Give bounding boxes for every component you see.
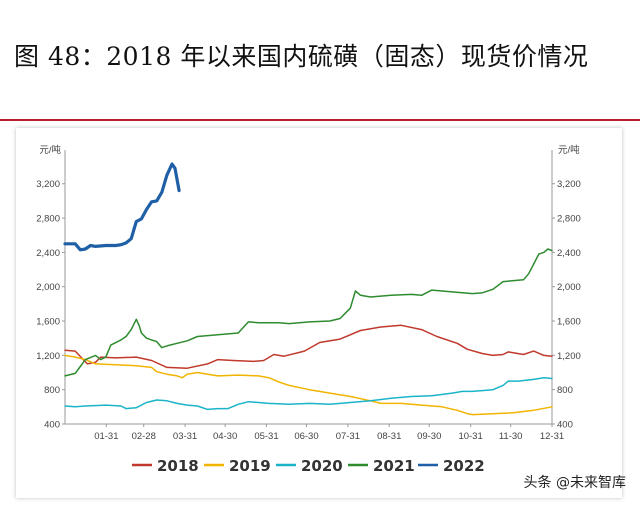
legend-label-2022: 2022 <box>443 457 485 475</box>
legend-label-2018: 2018 <box>157 457 199 475</box>
series-line-2021 <box>64 248 553 377</box>
x-tick-label: 10-31 <box>458 431 482 442</box>
y-tick-label-left: 2,400 <box>36 248 60 259</box>
y-tick-label-left: 2,000 <box>36 282 60 293</box>
y-tick-label-right: 1,600 <box>557 317 581 328</box>
y-tick-label-right: 1,200 <box>557 351 581 362</box>
x-tick-label: 07-31 <box>336 431 360 442</box>
title-divider <box>0 119 640 121</box>
x-tick-label: 11-30 <box>499 431 523 442</box>
y-tick-label-left: 3,200 <box>36 179 60 190</box>
page-title: 图 48：2018 年以来国内硫磺（固态）现货价情况 <box>14 42 589 71</box>
watermark: 头条 @未来智库 <box>523 475 626 491</box>
chart-panel: 元/吨 元/吨 400 400 800 800 1,200 1,200 1,600 1,600 2,… <box>16 128 622 498</box>
y-unit-left: 元/吨 <box>39 144 61 156</box>
x-tick-label: 05-31 <box>254 431 278 442</box>
y-tick-label-left: 400 <box>44 420 60 431</box>
y-tick-label-left: 1,200 <box>36 351 60 362</box>
x-tick-label: 02-28 <box>132 431 156 442</box>
y-tick-label-right: 2,800 <box>557 214 581 225</box>
y-tick-label-right: 2,400 <box>557 248 581 259</box>
x-tick-label: 12-31 <box>540 431 564 442</box>
x-tick-label: 06-30 <box>294 431 318 442</box>
y-tick-label-left: 800 <box>44 385 60 396</box>
y-tick-label-right: 2,000 <box>557 282 581 293</box>
x-tick-label: 01-31 <box>94 431 118 442</box>
y-tick-label-left: 2,800 <box>36 214 60 225</box>
x-tick-label: 08-31 <box>377 431 401 442</box>
y-tick-label-right: 400 <box>557 420 573 431</box>
y-tick-label-right: 3,200 <box>557 179 581 190</box>
y-unit-right: 元/吨 <box>558 144 580 156</box>
x-tick-label: 04-30 <box>213 431 237 442</box>
y-tick-label-left: 1,600 <box>36 317 60 328</box>
y-tick-label-right: 800 <box>557 385 573 396</box>
legend-label-2021: 2021 <box>373 457 415 475</box>
series-line-2019 <box>64 354 553 416</box>
series-line-2020 <box>64 376 553 411</box>
price-chart: 元/吨 元/吨 400 400 800 800 1,200 1,200 1,600 1,600 2,… <box>36 144 581 475</box>
legend-label-2020: 2020 <box>301 457 343 475</box>
legend-label-2019: 2019 <box>229 457 271 475</box>
series-line-2018 <box>64 324 553 369</box>
series-line-2022 <box>63 162 181 252</box>
x-tick-label: 03-31 <box>173 431 197 442</box>
x-tick-label: 09-30 <box>417 431 441 442</box>
